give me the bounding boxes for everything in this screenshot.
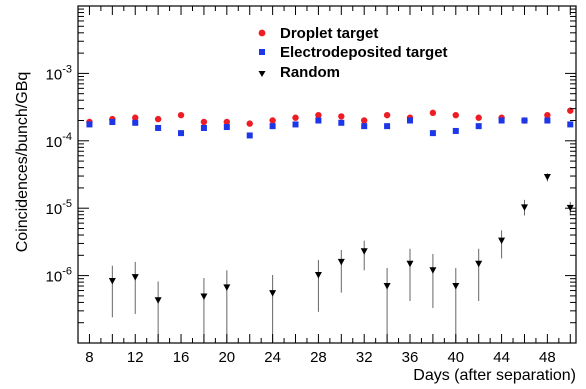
x-axis-title: Days (after separation): [413, 367, 576, 384]
data-point-electrodeposited: [429, 130, 436, 137]
data-point-random: [269, 290, 277, 297]
data-point-droplet: [177, 111, 185, 119]
data-point-electrodeposited: [178, 130, 185, 137]
data-point-electrodeposited: [86, 121, 93, 128]
data-point-random: [452, 283, 460, 290]
data-point-electrodeposited: [544, 117, 551, 124]
data-point-electrodeposited: [292, 121, 299, 128]
x-tick-label: 48: [539, 349, 556, 366]
data-point-electrodeposited: [384, 123, 391, 130]
data-point-random: [543, 174, 551, 181]
data-point-random: [406, 260, 414, 268]
y-tick-label: 10-3: [46, 63, 72, 83]
data-point-droplet: [315, 111, 322, 119]
data-point-droplet: [200, 118, 208, 126]
y-axis-ticks: 10-6 10-5 10-4 10-3: [46, 5, 576, 344]
data-point-electrodeposited: [521, 117, 528, 124]
x-tick-label: 28: [310, 349, 327, 366]
data-point-droplet: [429, 109, 437, 117]
data-point-droplet: [544, 111, 551, 119]
data-point-electrodeposited: [109, 119, 116, 126]
legend-label-droplet: Droplet target: [280, 25, 378, 42]
data-point-electrodeposited: [200, 124, 207, 131]
x-tick-label: 20: [218, 349, 235, 366]
x-tick-label: 40: [447, 349, 464, 366]
data-point-electrodeposited: [452, 127, 459, 134]
data-point-electrodeposited: [338, 119, 345, 126]
plot-frame: [77, 5, 577, 344]
data-point-electrodeposited: [498, 117, 505, 124]
data-point-droplet: [154, 115, 162, 123]
legend-marker-random: [258, 71, 266, 77]
x-tick-label: 32: [356, 349, 373, 366]
data-point-electrodeposited: [223, 124, 230, 131]
x-tick-label: 16: [173, 349, 190, 366]
x-tick-label: 44: [493, 349, 510, 366]
data-point-droplet: [292, 114, 299, 121]
data-point-random: [223, 284, 231, 291]
data-point-droplet: [269, 117, 276, 124]
data-point-droplet: [223, 118, 231, 126]
data-point-droplet: [246, 120, 253, 127]
data-point-random: [383, 283, 391, 290]
legend-marker-droplet: [258, 29, 266, 37]
legend-label-electrodeposited: Electrodeposited target: [280, 44, 448, 61]
data-point-random: [475, 260, 483, 268]
data-point-random: [200, 293, 208, 300]
legend-marker-electrodeposited: [259, 49, 265, 55]
data-point-electrodeposited: [361, 123, 368, 130]
data-point-random: [131, 274, 139, 281]
data-point-random: [520, 204, 528, 211]
data-point-random: [429, 267, 437, 274]
data-point-droplet: [338, 113, 345, 120]
x-tick-label: 24: [264, 349, 281, 366]
data-point-electrodeposited: [475, 123, 482, 130]
data-point-electrodeposited: [132, 119, 139, 126]
legend: Droplet target Electrodeposited target R…: [258, 25, 448, 81]
x-tick-label: 8: [85, 349, 93, 366]
data-point-random: [498, 237, 506, 245]
data-point-electrodeposited: [269, 123, 276, 130]
x-tick-label: 36: [402, 349, 419, 366]
data-point-random: [108, 278, 116, 285]
data-point-random: [154, 297, 162, 304]
data-point-random: [337, 258, 345, 266]
data-point-droplet: [361, 117, 368, 124]
x-axis-ticks: 8 12 16 20 24 28 32 36 40 44 48: [77, 6, 571, 366]
data-point-droplet: [475, 114, 482, 121]
data-point-electrodeposited: [246, 132, 253, 139]
data-point-electrodeposited: [155, 124, 162, 131]
data-point-electrodeposited: [567, 121, 574, 128]
data-point-electrodeposited: [315, 117, 322, 124]
data-point-random: [314, 272, 322, 279]
y-axis-title: Coincidences/bunch/GBq: [14, 72, 31, 253]
data-point-droplet: [452, 111, 459, 119]
y-tick-label: 10-5: [46, 198, 72, 218]
x-tick-label: 12: [127, 349, 144, 366]
y-tick-label: 10-4: [46, 131, 72, 151]
legend-label-random: Random: [280, 64, 340, 81]
y-tick-label: 10-6: [46, 266, 72, 286]
data-point-random: [360, 248, 368, 255]
error-bars: [111, 173, 571, 343]
data-point-droplet: [132, 114, 139, 121]
data-point-electrodeposited: [407, 117, 413, 124]
data-point-droplet: [383, 111, 391, 119]
